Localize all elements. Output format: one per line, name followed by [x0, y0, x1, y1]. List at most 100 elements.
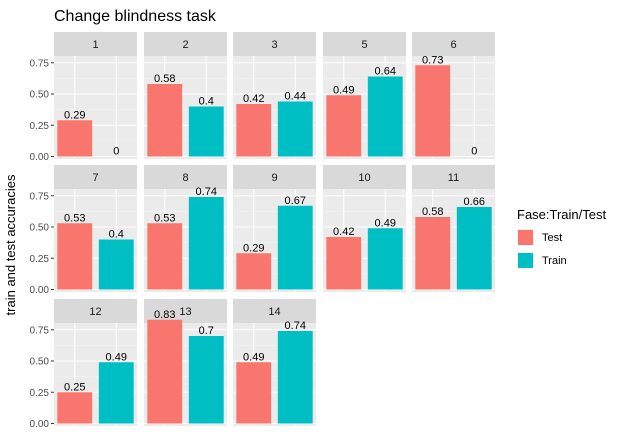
y-tick-label: 0.75	[30, 325, 50, 336]
bar-value-label: 0.66	[464, 196, 485, 208]
bar-value-label: 0.58	[154, 73, 175, 85]
legend-title: Fase:Train/Test	[517, 207, 606, 222]
bar-value-label: 0.42	[243, 93, 264, 105]
bar-train	[188, 197, 224, 290]
bar-value-label: 0.7	[199, 325, 214, 337]
bar-test	[147, 223, 183, 290]
facet-panel-12: 12 0.25 0.49	[54, 299, 137, 426]
bar-test	[415, 217, 451, 290]
facet-panel-11: 11 0.58 0.66	[412, 165, 495, 292]
y-tick-label: 0.00	[30, 419, 50, 430]
bar-value-label: 0.4	[199, 96, 214, 108]
facet-strip	[233, 165, 316, 189]
facet-panel-13: 13 0.83 0.7	[144, 299, 227, 426]
y-axis-row-3: 0.00 0.25 0.50 0.75	[30, 325, 54, 430]
bar-value-label: 0.74	[285, 320, 306, 332]
bar-test	[236, 104, 272, 157]
bar-test	[415, 65, 451, 157]
facet-strip	[54, 165, 137, 189]
bar-train	[188, 106, 224, 157]
facet-strip-label: 1	[92, 39, 98, 51]
bar-value-label: 0	[471, 146, 477, 158]
facet-strip-label: 7	[92, 172, 98, 184]
bar-value-label: 0.83	[154, 309, 175, 321]
bar-value-label: 0.49	[333, 84, 354, 96]
bar-value-label: 0.25	[64, 381, 85, 393]
facet-panel-8: 8 0.53 0.74	[144, 165, 227, 292]
facet-strip	[144, 165, 227, 189]
bar-train	[188, 336, 224, 424]
bar-train	[367, 76, 403, 157]
facet-panel-9: 9 0.29 0.67	[233, 165, 316, 292]
bar-value-label: 0.44	[285, 91, 306, 103]
bar-value-label: 0	[113, 146, 119, 158]
bar-value-label: 0.64	[375, 66, 396, 78]
facet-strip-label: 10	[358, 172, 370, 184]
facet-strip	[323, 165, 406, 189]
legend-label: Train	[542, 255, 567, 267]
bar-value-label: 0.73	[422, 54, 443, 66]
bar-train	[277, 205, 313, 290]
facet-panel-14: 14 0.49 0.74	[233, 299, 316, 426]
bar-test	[57, 223, 93, 290]
facet-strip	[412, 165, 495, 189]
bar-value-label: 0.67	[285, 195, 306, 207]
bar-value-label: 0.74	[196, 186, 217, 198]
facet-strip-label: 3	[271, 39, 277, 51]
facet-panel-7: 7 0.53 0.4	[54, 165, 137, 292]
facet-strip	[54, 299, 137, 323]
y-tick-label: 0.50	[30, 357, 50, 368]
facet-panel-6: 6 0.73 0	[412, 32, 495, 159]
legend-entry-train: Train	[517, 252, 567, 269]
facet-panel-10: 10 0.42 0.49	[323, 165, 406, 292]
y-tick-label: 0.00	[30, 152, 50, 163]
legend: Fase:Train/Test Test Train	[517, 207, 606, 269]
bar-test	[236, 253, 272, 290]
bar-train	[98, 362, 134, 424]
facet-strip	[233, 32, 316, 56]
y-tick-label: 0.25	[30, 388, 50, 399]
facet-strip	[54, 32, 137, 56]
bar-value-label: 0.53	[154, 212, 175, 224]
y-tick-label: 0.25	[30, 121, 50, 132]
y-tick-label: 0.25	[30, 254, 50, 265]
facet-strip-label: 12	[89, 306, 101, 318]
bar-value-label: 0.49	[106, 351, 127, 363]
bar-value-label: 0.42	[333, 226, 354, 238]
bar-value-label: 0.4	[109, 229, 124, 241]
bar-train	[456, 207, 492, 290]
facet-strip-label: 8	[182, 172, 188, 184]
bar-test	[326, 95, 362, 157]
facet-strip	[412, 32, 495, 56]
bar-value-label: 0.53	[64, 212, 85, 224]
bar-value-label: 0.49	[243, 351, 264, 363]
bar-test	[236, 362, 272, 424]
facet-strip-label: 14	[268, 306, 280, 318]
y-tick-label: 0.75	[30, 191, 50, 202]
bar-train	[277, 331, 313, 424]
y-axes: 0.00 0.25 0.50 0.75 0.00 0.25 0.50 0.75 0.00 0.25…	[30, 58, 54, 430]
bar-test	[147, 84, 183, 157]
y-axis-row-2: 0.00 0.25 0.50 0.75	[30, 191, 54, 296]
y-tick-label: 0.00	[30, 285, 50, 296]
y-axis-title: train and test accuracies	[3, 174, 18, 315]
facet-strip-label: 11	[448, 172, 459, 184]
bar-test	[57, 120, 93, 157]
facet-strip	[144, 299, 227, 323]
facet-strip-label: 2	[182, 39, 188, 51]
legend-swatch	[518, 230, 533, 245]
bar-test	[147, 319, 183, 424]
facet-panel-3: 3 0.42 0.44	[233, 32, 316, 159]
chart-title: Change blindness task	[54, 8, 217, 25]
bar-test	[57, 392, 93, 424]
y-tick-label: 0.50	[30, 223, 50, 234]
legend-swatch	[518, 253, 533, 268]
facet-strip-label: 9	[271, 172, 277, 184]
facet-panel-1: 1 0.29 0	[54, 32, 137, 159]
facet-strip	[323, 32, 406, 56]
bar-train	[98, 239, 134, 290]
facet-strip-label: 6	[450, 39, 456, 51]
facet-panel-2: 2 0.58 0.4	[144, 32, 227, 159]
